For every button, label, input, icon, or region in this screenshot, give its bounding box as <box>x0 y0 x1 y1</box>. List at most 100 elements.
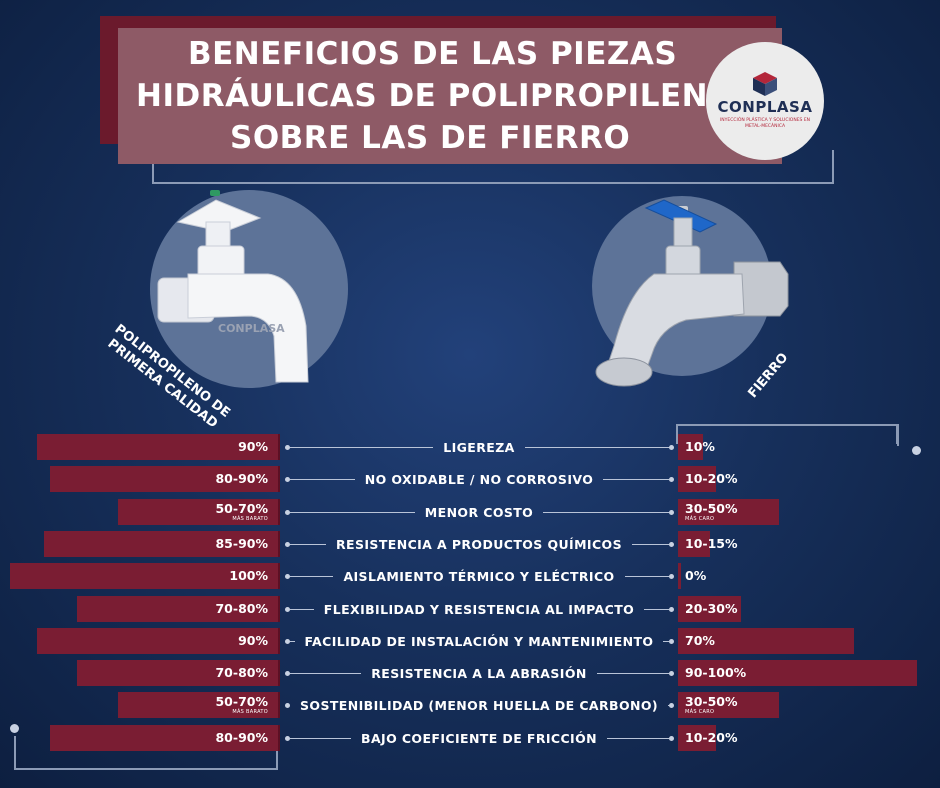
left-percent: 100% <box>229 568 268 583</box>
logo-subtitle: INYECCIÓN PLÁSTICA Y SOLUCIONES EN METAL… <box>719 118 811 129</box>
row-label: RESISTENCIA A LA ABRASIÓN <box>371 666 587 681</box>
left-deco-dot <box>10 724 19 733</box>
right-bar <box>678 628 854 654</box>
row-dot-right <box>669 574 674 579</box>
row-label: NO OXIDABLE / NO CORROSIVO <box>364 472 594 487</box>
row-dot-left <box>285 477 290 482</box>
row-label: AISLAMIENTO TÉRMICO Y ELÉCTRICO <box>343 569 615 584</box>
right-bar <box>678 596 741 622</box>
row-dot-left <box>285 607 290 612</box>
row-dot-right <box>669 607 674 612</box>
title-line-1: BENEFICIOS DE LAS PIEZAS <box>188 36 678 72</box>
row-line-right <box>596 673 669 674</box>
right-bar <box>678 725 716 751</box>
left-bar <box>37 628 280 654</box>
right-bar <box>678 531 710 557</box>
right-deco-diag <box>897 424 899 446</box>
row-dot-left <box>285 542 290 547</box>
left-percent: 85-90% <box>215 536 268 551</box>
row-label: FLEXIBILIDAD Y RESISTENCIA AL IMPACTO <box>323 602 635 617</box>
right-percent: 90-100% <box>685 665 747 680</box>
row-line-left <box>290 738 352 739</box>
right-bar <box>678 692 779 718</box>
row-dot-right <box>669 639 674 644</box>
row-dot-left <box>285 574 290 579</box>
metal-faucet-icon <box>595 199 789 387</box>
right-percent: 30-50% MÁS CARO <box>685 501 738 523</box>
title-box: BENEFICIOS DE LAS PIEZAS HIDRÁULICAS DE … <box>118 28 782 164</box>
left-percent: 80-90% <box>215 730 268 745</box>
row-dot-left <box>285 703 290 708</box>
row-line-left <box>290 576 334 577</box>
left-bar <box>37 434 280 460</box>
faucet-brand-mark: CONPLASA <box>218 322 285 335</box>
row-line-right <box>606 738 669 739</box>
row-dot-right <box>669 510 674 515</box>
row-line-right <box>543 512 669 513</box>
left-deco-line <box>14 736 278 770</box>
title-line-3: SOBRE LAS DE FIERRO <box>230 120 631 156</box>
row-line-right <box>631 544 669 545</box>
right-bar <box>678 563 681 589</box>
right-percent: 30-50% MÁS CARO <box>685 694 738 716</box>
row-line-left <box>290 641 295 642</box>
row-label: LIGEREZA <box>443 440 515 455</box>
brand-logo: CONPLASA INYECCIÓN PLÁSTICA Y SOLUCIONES… <box>706 42 824 160</box>
left-bar <box>50 725 280 751</box>
left-percent: 90% <box>238 439 268 454</box>
row-line-left <box>290 512 415 513</box>
right-bar <box>678 466 716 492</box>
title-frame-line <box>152 150 834 184</box>
row-dot-right <box>669 445 674 450</box>
row-dot-left <box>285 736 290 741</box>
right-percent: 0% <box>685 568 707 583</box>
left-bar <box>77 596 280 622</box>
left-percent: 70-80% <box>215 601 268 616</box>
left-percent: 50-70% MÁS BARATO <box>215 694 268 716</box>
right-percent: 10% <box>685 439 715 454</box>
logo-name: CONPLASA <box>717 98 813 116</box>
row-dot-right <box>669 703 674 708</box>
left-bar <box>118 692 280 718</box>
left-bar <box>77 660 280 686</box>
right-percent: 10-15% <box>685 536 738 551</box>
row-label: SOSTENIBILIDAD (MENOR HUELLA DE CARBONO) <box>300 698 658 713</box>
row-label: MENOR COSTO <box>424 505 534 520</box>
row-line-left <box>290 673 362 674</box>
logo-cube-icon <box>753 72 777 96</box>
row-label: FACILIDAD DE INSTALACIÓN Y MANTENIMIENTO <box>304 634 654 649</box>
left-bar <box>10 563 280 589</box>
row-dot-right <box>669 477 674 482</box>
row-dot-right <box>669 671 674 676</box>
row-line-right <box>524 447 669 448</box>
right-percent: 70% <box>685 633 715 648</box>
title-line-2: HIDRÁULICAS DE POLIPROPILENO <box>136 78 735 114</box>
right-percent: 20-30% <box>685 601 738 616</box>
left-percent: 50-70% MÁS BARATO <box>215 501 268 523</box>
left-bar <box>50 466 280 492</box>
right-bar <box>678 660 917 686</box>
row-line-left <box>290 479 355 480</box>
row-line-left <box>290 609 314 610</box>
row-dot-left <box>285 510 290 515</box>
left-bar <box>44 531 280 557</box>
right-deco-dot <box>912 446 921 455</box>
left-percent: 90% <box>238 633 268 648</box>
right-bar <box>678 434 703 460</box>
row-line-right <box>667 705 669 706</box>
row-dot-right <box>669 736 674 741</box>
row-line-left <box>290 544 327 545</box>
left-percent: 80-90% <box>215 471 268 486</box>
row-dot-left <box>285 671 290 676</box>
right-percent: 10-20% <box>685 471 738 486</box>
right-bar <box>678 499 779 525</box>
row-line-right <box>663 641 669 642</box>
row-line-right <box>624 576 669 577</box>
right-percent: 10-20% <box>685 730 738 745</box>
row-line-left <box>290 447 434 448</box>
left-percent: 70-80% <box>215 665 268 680</box>
row-dot-left <box>285 445 290 450</box>
row-line-right <box>644 609 669 610</box>
row-label: RESISTENCIA A PRODUCTOS QUÍMICOS <box>336 537 622 552</box>
row-dot-left <box>285 639 290 644</box>
